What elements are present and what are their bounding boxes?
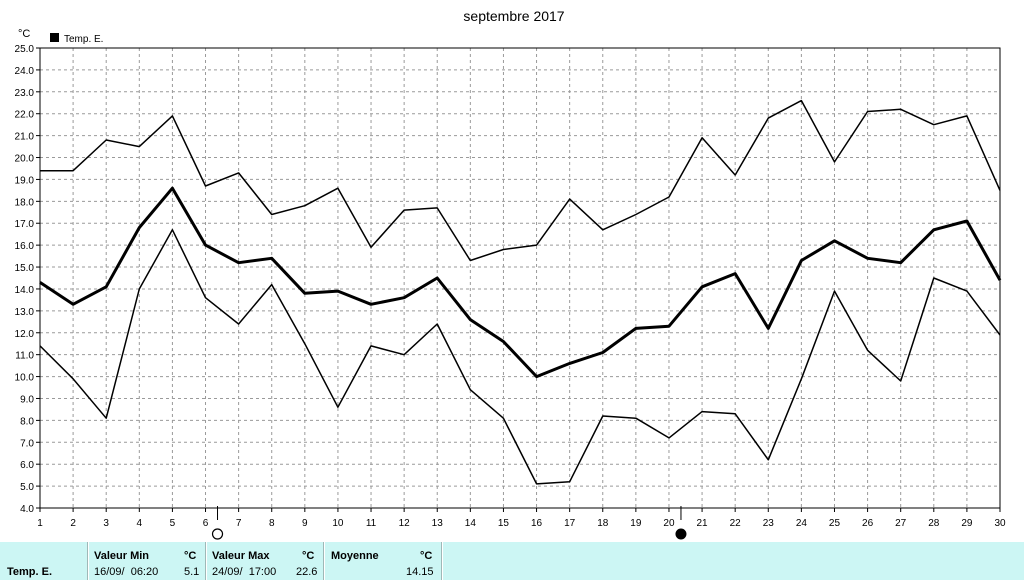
y-tick-label: 17.0 bbox=[15, 219, 35, 230]
moon-phase-markers bbox=[211, 506, 687, 540]
y-tick-label: 19.0 bbox=[15, 175, 35, 186]
y-tick-label: 7.0 bbox=[20, 438, 34, 449]
series-line-mean bbox=[39, 186, 1002, 379]
max-date: 24/09/ 17:00 bbox=[212, 566, 277, 578]
y-tick-label: 11.0 bbox=[15, 351, 34, 362]
x-tick-label: 24 bbox=[796, 518, 808, 529]
grid bbox=[40, 48, 1000, 508]
x-tick-label: 13 bbox=[432, 518, 444, 529]
series-group bbox=[39, 99, 1002, 485]
x-tick-label: 10 bbox=[332, 518, 344, 529]
x-tick-label: 4 bbox=[137, 518, 143, 529]
y-tick-label: 25.0 bbox=[15, 44, 35, 55]
x-tick-label: 22 bbox=[730, 518, 742, 529]
x-tick-label: 19 bbox=[630, 518, 642, 529]
y-unit-label: °C bbox=[18, 28, 30, 40]
x-tick-label: 27 bbox=[895, 518, 907, 529]
x-tick-label: 3 bbox=[103, 518, 109, 529]
legend-swatch bbox=[50, 33, 59, 42]
x-tick-label: 14 bbox=[465, 518, 477, 529]
y-tick-label: 10.0 bbox=[15, 373, 35, 384]
summary-footer: Temp. E. Valeur Min °C 16/09/ 06:20 5.1 … bbox=[0, 542, 1024, 580]
x-tick-label: 30 bbox=[994, 518, 1006, 529]
avg-value: 14.15 bbox=[406, 566, 434, 578]
x-tick-label: 8 bbox=[269, 518, 275, 529]
min-header-unit: °C bbox=[184, 550, 197, 562]
avg-header-unit: °C bbox=[420, 550, 433, 562]
y-tick-label: 22.0 bbox=[15, 110, 35, 121]
x-tick-label: 29 bbox=[961, 518, 973, 529]
plot-frame bbox=[39, 47, 1001, 509]
x-tick-label: 6 bbox=[203, 518, 209, 529]
axes: 4.05.06.07.08.09.010.011.012.013.014.015… bbox=[15, 44, 1006, 529]
x-tick-label: 23 bbox=[763, 518, 775, 529]
min-date: 16/09/ 06:20 bbox=[94, 566, 159, 578]
y-tick-label: 4.0 bbox=[20, 504, 34, 515]
x-tick-label: 28 bbox=[928, 518, 940, 529]
x-tick-label: 25 bbox=[829, 518, 841, 529]
chart: septembre 2017 °C Temp. E. 4.0 5.0 6.0 7.0 8… bbox=[15, 8, 1006, 540]
y-tick-label: 8.0 bbox=[20, 416, 34, 427]
x-tick-label: 21 bbox=[697, 518, 709, 529]
y-tick-label: 14.0 bbox=[15, 285, 35, 296]
max-header-unit: °C bbox=[302, 550, 315, 562]
series-line-min bbox=[39, 229, 1001, 485]
y-tick-label: 20.0 bbox=[15, 154, 35, 165]
series-line-max bbox=[40, 99, 1001, 262]
y-tick-label: 16.0 bbox=[15, 241, 35, 252]
x-tick-label: 11 bbox=[366, 518, 377, 529]
new-moon-icon bbox=[675, 528, 687, 540]
x-tick-label: 12 bbox=[399, 518, 411, 529]
max-header-label: Valeur Max bbox=[212, 550, 270, 562]
legend-label: Temp. E. bbox=[64, 34, 103, 45]
y-tick-label: 23.0 bbox=[15, 88, 35, 99]
x-tick-label: 20 bbox=[663, 518, 675, 529]
x-tick-label: 5 bbox=[170, 518, 176, 529]
chart-title: septembre 2017 bbox=[463, 8, 564, 24]
x-tick-label: 18 bbox=[597, 518, 609, 529]
y-tick-label: 21.0 bbox=[15, 132, 35, 143]
y-tick-label: 18.0 bbox=[15, 197, 35, 208]
y-tick-label: 13.0 bbox=[15, 307, 35, 318]
y-tick-label: 5.0 bbox=[20, 482, 34, 493]
footer-row-label: Temp. E. bbox=[7, 566, 53, 578]
x-tick-label: 17 bbox=[564, 518, 576, 529]
y-tick-label: 6.0 bbox=[20, 460, 34, 471]
x-tick-label: 16 bbox=[531, 518, 543, 529]
y-tick-label: 15.0 bbox=[15, 263, 35, 274]
y-tick-label: 24.0 bbox=[15, 66, 35, 77]
min-header-label: Valeur Min bbox=[94, 550, 150, 562]
max-value: 22.6 bbox=[296, 566, 318, 578]
x-tick-label: 1 bbox=[37, 518, 43, 529]
y-tick-label: 12.0 bbox=[15, 329, 35, 340]
x-tick-label: 2 bbox=[70, 518, 76, 529]
y-tick-label: 9.0 bbox=[20, 394, 34, 405]
x-tick-label: 15 bbox=[498, 518, 510, 529]
full-moon-icon bbox=[211, 528, 224, 540]
x-tick-label: 7 bbox=[236, 518, 242, 529]
x-tick-label: 9 bbox=[302, 518, 308, 529]
avg-header-label: Moyenne bbox=[331, 550, 379, 562]
x-tick-label: 26 bbox=[862, 518, 874, 529]
min-value: 5.1 bbox=[184, 566, 200, 578]
